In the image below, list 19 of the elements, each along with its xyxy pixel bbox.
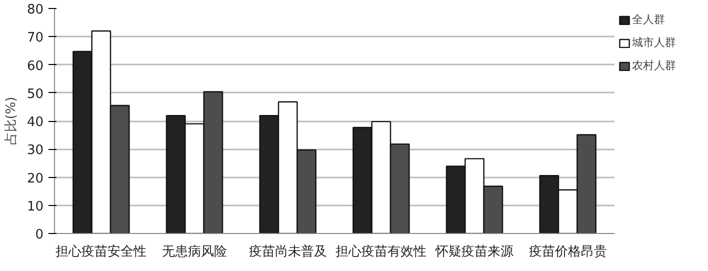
x-tick-label: 疫苗价格昂贵 — [528, 244, 607, 260]
y-tick-label: 10 — [26, 199, 44, 214]
y-tick-label: 40 — [26, 115, 44, 130]
y-tick-label: 80 — [26, 2, 44, 18]
x-tick-label: 疫苗尚未普及 — [248, 244, 327, 260]
legend-label: 农村人群 — [632, 58, 676, 73]
x-tick-label: 怀疑疫苗来源 — [434, 244, 514, 260]
x-tick-label: 担心疫苗安全性 — [56, 244, 147, 260]
y-tick-label: 60 — [26, 58, 44, 74]
y-tick-label: 30 — [26, 143, 44, 158]
y-tick-label: 0 — [35, 228, 44, 242]
legend-label: 城市人群 — [632, 35, 676, 50]
y-tick-label: 20 — [26, 171, 44, 186]
y-tick-label: 50 — [26, 86, 44, 102]
y-axis-title: 占比(%) — [4, 96, 19, 146]
legend-label: 全人群 — [632, 12, 665, 27]
y-tick-label: 70 — [26, 30, 44, 46]
x-tick-label: 担心疫苗有效性 — [336, 244, 427, 260]
x-tick-label: 无患病风险 — [162, 244, 227, 260]
